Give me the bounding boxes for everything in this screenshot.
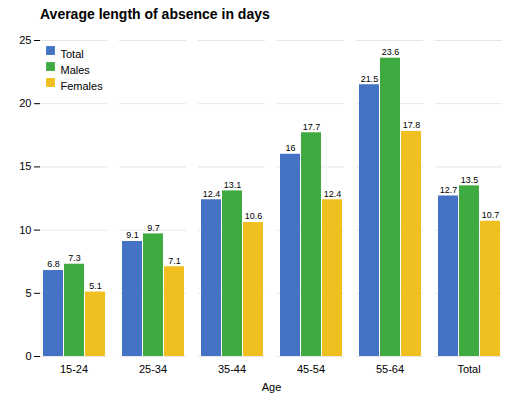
svg-text:0: 0: [25, 350, 31, 362]
svg-text:25-34: 25-34: [139, 363, 167, 375]
svg-text:16: 16: [285, 143, 295, 153]
html-text:Average length of absence in d: Average length of absence in days: [40, 6, 270, 22]
svg-text:12.7: 12.7: [440, 185, 458, 195]
svg-text:10: 10: [19, 224, 31, 236]
svg-text:15-24: 15-24: [60, 363, 88, 375]
svg-text:Total: Total: [457, 363, 480, 375]
svg-text:6.8: 6.8: [47, 259, 60, 269]
svg-text:17.8: 17.8: [403, 120, 421, 130]
svg-text:5: 5: [25, 287, 31, 299]
svg-text:25: 25: [19, 34, 31, 46]
svg-text:10.6: 10.6: [245, 211, 263, 221]
svg-text:13.1: 13.1: [224, 180, 242, 190]
svg-text:35-44: 35-44: [218, 363, 246, 375]
svg-text:21.5: 21.5: [361, 74, 379, 84]
svg-text:Total: Total: [61, 48, 84, 60]
svg-text:12.4: 12.4: [324, 189, 342, 199]
svg-text:23.6: 23.6: [382, 47, 400, 57]
svg-text:Females: Females: [61, 80, 104, 92]
svg-text:15: 15: [19, 160, 31, 172]
svg-text:10.7: 10.7: [482, 210, 500, 220]
svg-text:9.1: 9.1: [126, 230, 139, 240]
svg-text:20: 20: [19, 97, 31, 109]
svg-text:9.7: 9.7: [147, 223, 160, 233]
svg-text:Males: Males: [61, 64, 91, 76]
svg-text:12.4: 12.4: [203, 189, 221, 199]
svg-text:45-54: 45-54: [297, 363, 325, 375]
svg-text:55-64: 55-64: [376, 363, 404, 375]
svg-text:7.1: 7.1: [168, 256, 181, 266]
svg-text:17.7: 17.7: [303, 122, 321, 132]
svg-text:13.5: 13.5: [461, 175, 479, 185]
svg-text:Age: Age: [262, 381, 282, 393]
svg-text:7.3: 7.3: [68, 253, 81, 263]
svg-text:5.1: 5.1: [89, 281, 102, 291]
